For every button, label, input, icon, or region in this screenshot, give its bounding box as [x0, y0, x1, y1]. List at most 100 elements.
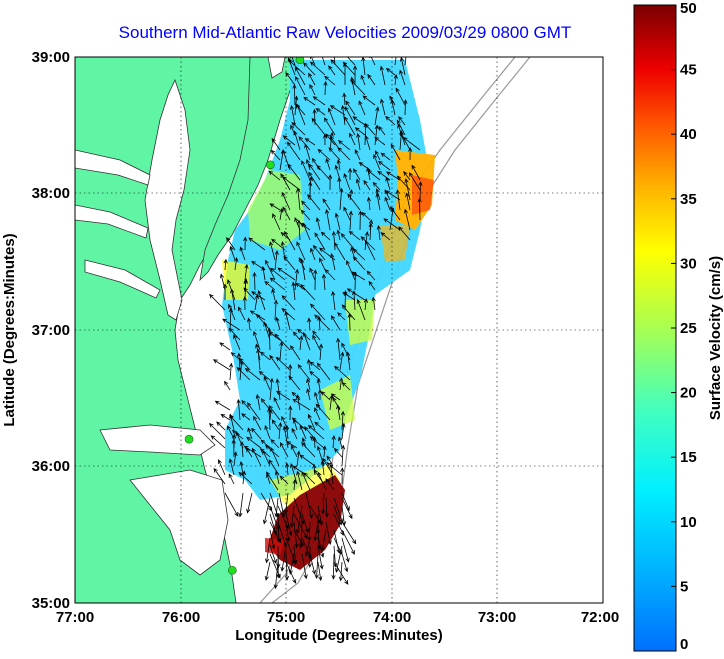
velocity-arrow — [352, 256, 366, 271]
velocity-arrow — [333, 447, 343, 458]
velocity-arrow — [418, 181, 423, 201]
velocity-arrow — [296, 470, 303, 491]
velocity-arrow — [269, 241, 276, 261]
velocity-arrow — [341, 422, 346, 440]
velocity-arrow — [271, 137, 281, 151]
velocity-arrow — [288, 59, 306, 76]
velocity-arrow — [358, 100, 366, 116]
velocity-arrow — [363, 122, 368, 146]
velocity-arrow — [262, 497, 271, 525]
velocity-arrow — [269, 267, 286, 281]
velocity-arrow — [286, 441, 298, 449]
velocity-arrow — [353, 168, 361, 181]
velocity-arrow — [366, 196, 372, 211]
velocity-arrow — [288, 553, 295, 575]
velocity-arrow — [340, 104, 346, 126]
velocity-patch-mid — [222, 260, 250, 300]
velocity-arrow — [385, 68, 396, 76]
velocity-arrow — [375, 192, 381, 211]
velocity-arrow — [302, 222, 311, 241]
velocity-arrow — [336, 404, 341, 421]
velocity-arrow — [385, 176, 391, 191]
velocity-arrow — [324, 208, 331, 231]
velocity-arrow — [336, 229, 341, 241]
velocity-arrow — [405, 192, 411, 211]
velocity-arrow — [329, 105, 346, 116]
velocity-arrow — [260, 439, 271, 449]
velocity-arrow — [309, 83, 316, 96]
velocity-arrow — [326, 455, 334, 467]
velocity-arrow — [399, 69, 406, 86]
velocity-patch-high — [380, 225, 410, 262]
velocity-arrow — [389, 207, 395, 231]
velocity-arrow — [293, 130, 301, 151]
velocity-arrow — [294, 268, 300, 291]
velocity-arrow — [259, 351, 271, 361]
velocity-arrow — [360, 74, 366, 86]
velocity-arrow — [241, 413, 251, 421]
velocity-arrow — [358, 210, 363, 231]
velocity-arrow — [384, 196, 391, 211]
velocity-arrow — [373, 154, 381, 171]
y-tick-label: 37:00 — [32, 322, 70, 339]
velocity-arrow — [308, 163, 321, 181]
velocity-arrow — [395, 87, 406, 106]
velocity-arrow — [362, 95, 376, 106]
velocity-arrow — [246, 402, 261, 421]
colorbar-tick-label: 20 — [680, 385, 697, 402]
velocity-arrow — [300, 283, 316, 301]
velocity-arrow — [333, 505, 343, 526]
velocity-arrow — [380, 232, 391, 241]
velocity-arrow — [261, 265, 266, 281]
velocity-arrow — [257, 290, 266, 311]
velocity-arrow — [283, 255, 296, 271]
velocity-arrow — [228, 303, 236, 321]
velocity-arrow — [341, 304, 356, 321]
velocity-arrow — [316, 378, 321, 391]
velocity-arrow — [242, 296, 247, 311]
velocity-arrow — [404, 57, 407, 66]
velocity-arrow — [269, 529, 276, 550]
velocity-arrow — [275, 378, 281, 401]
velocity-arrow — [325, 157, 331, 171]
velocity-arrow — [271, 238, 286, 251]
x-axis-label: Longitude (Degrees:Minutes) — [235, 627, 443, 644]
velocity-arrow — [223, 258, 228, 271]
velocity-arrow — [365, 240, 376, 261]
velocity-arrow — [276, 513, 281, 543]
velocity-arrow — [280, 442, 289, 458]
velocity-arrow — [283, 492, 289, 515]
velocity-arrow — [341, 497, 353, 520]
velocity-arrow — [367, 169, 381, 181]
velocity-arrow — [285, 462, 290, 476]
velocity-arrow — [274, 333, 291, 351]
velocity-arrow — [380, 152, 391, 161]
velocity-arrow — [303, 62, 316, 76]
delaware-bay — [267, 57, 286, 79]
velocity-arrow — [321, 492, 326, 515]
velocity-arrow — [264, 537, 271, 564]
velocity-patch-mid — [345, 300, 375, 345]
albemarle-sound — [99, 424, 216, 456]
velocity-arrow — [380, 98, 386, 116]
velocity-arrow — [234, 257, 239, 271]
velocity-arrow — [295, 76, 306, 96]
velocity-arrow — [333, 57, 336, 66]
velocity-arrow — [219, 273, 226, 291]
velocity-arrow — [352, 116, 366, 126]
velocity-arrow — [301, 471, 311, 491]
velocity-arrow — [273, 561, 279, 590]
velocity-arrow — [306, 378, 311, 391]
velocity-arrow — [243, 287, 256, 301]
velocity-arrow — [264, 561, 271, 581]
velocity-arrow — [301, 200, 311, 211]
velocity-arrow — [355, 178, 361, 191]
velocity-arrow — [368, 280, 376, 291]
velocity-arrow — [269, 545, 277, 564]
station-marker — [295, 57, 305, 65]
velocity-arrow — [347, 57, 356, 66]
velocity-arrow — [320, 460, 325, 476]
velocity-arrow — [274, 250, 279, 271]
velocity-arrow — [282, 206, 291, 221]
velocity-arrow — [246, 492, 253, 514]
